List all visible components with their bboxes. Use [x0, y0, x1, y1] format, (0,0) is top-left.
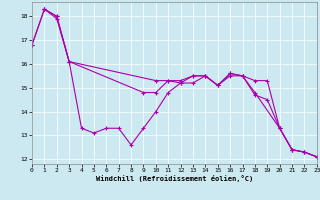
X-axis label: Windchill (Refroidissement éolien,°C): Windchill (Refroidissement éolien,°C)	[96, 175, 253, 182]
